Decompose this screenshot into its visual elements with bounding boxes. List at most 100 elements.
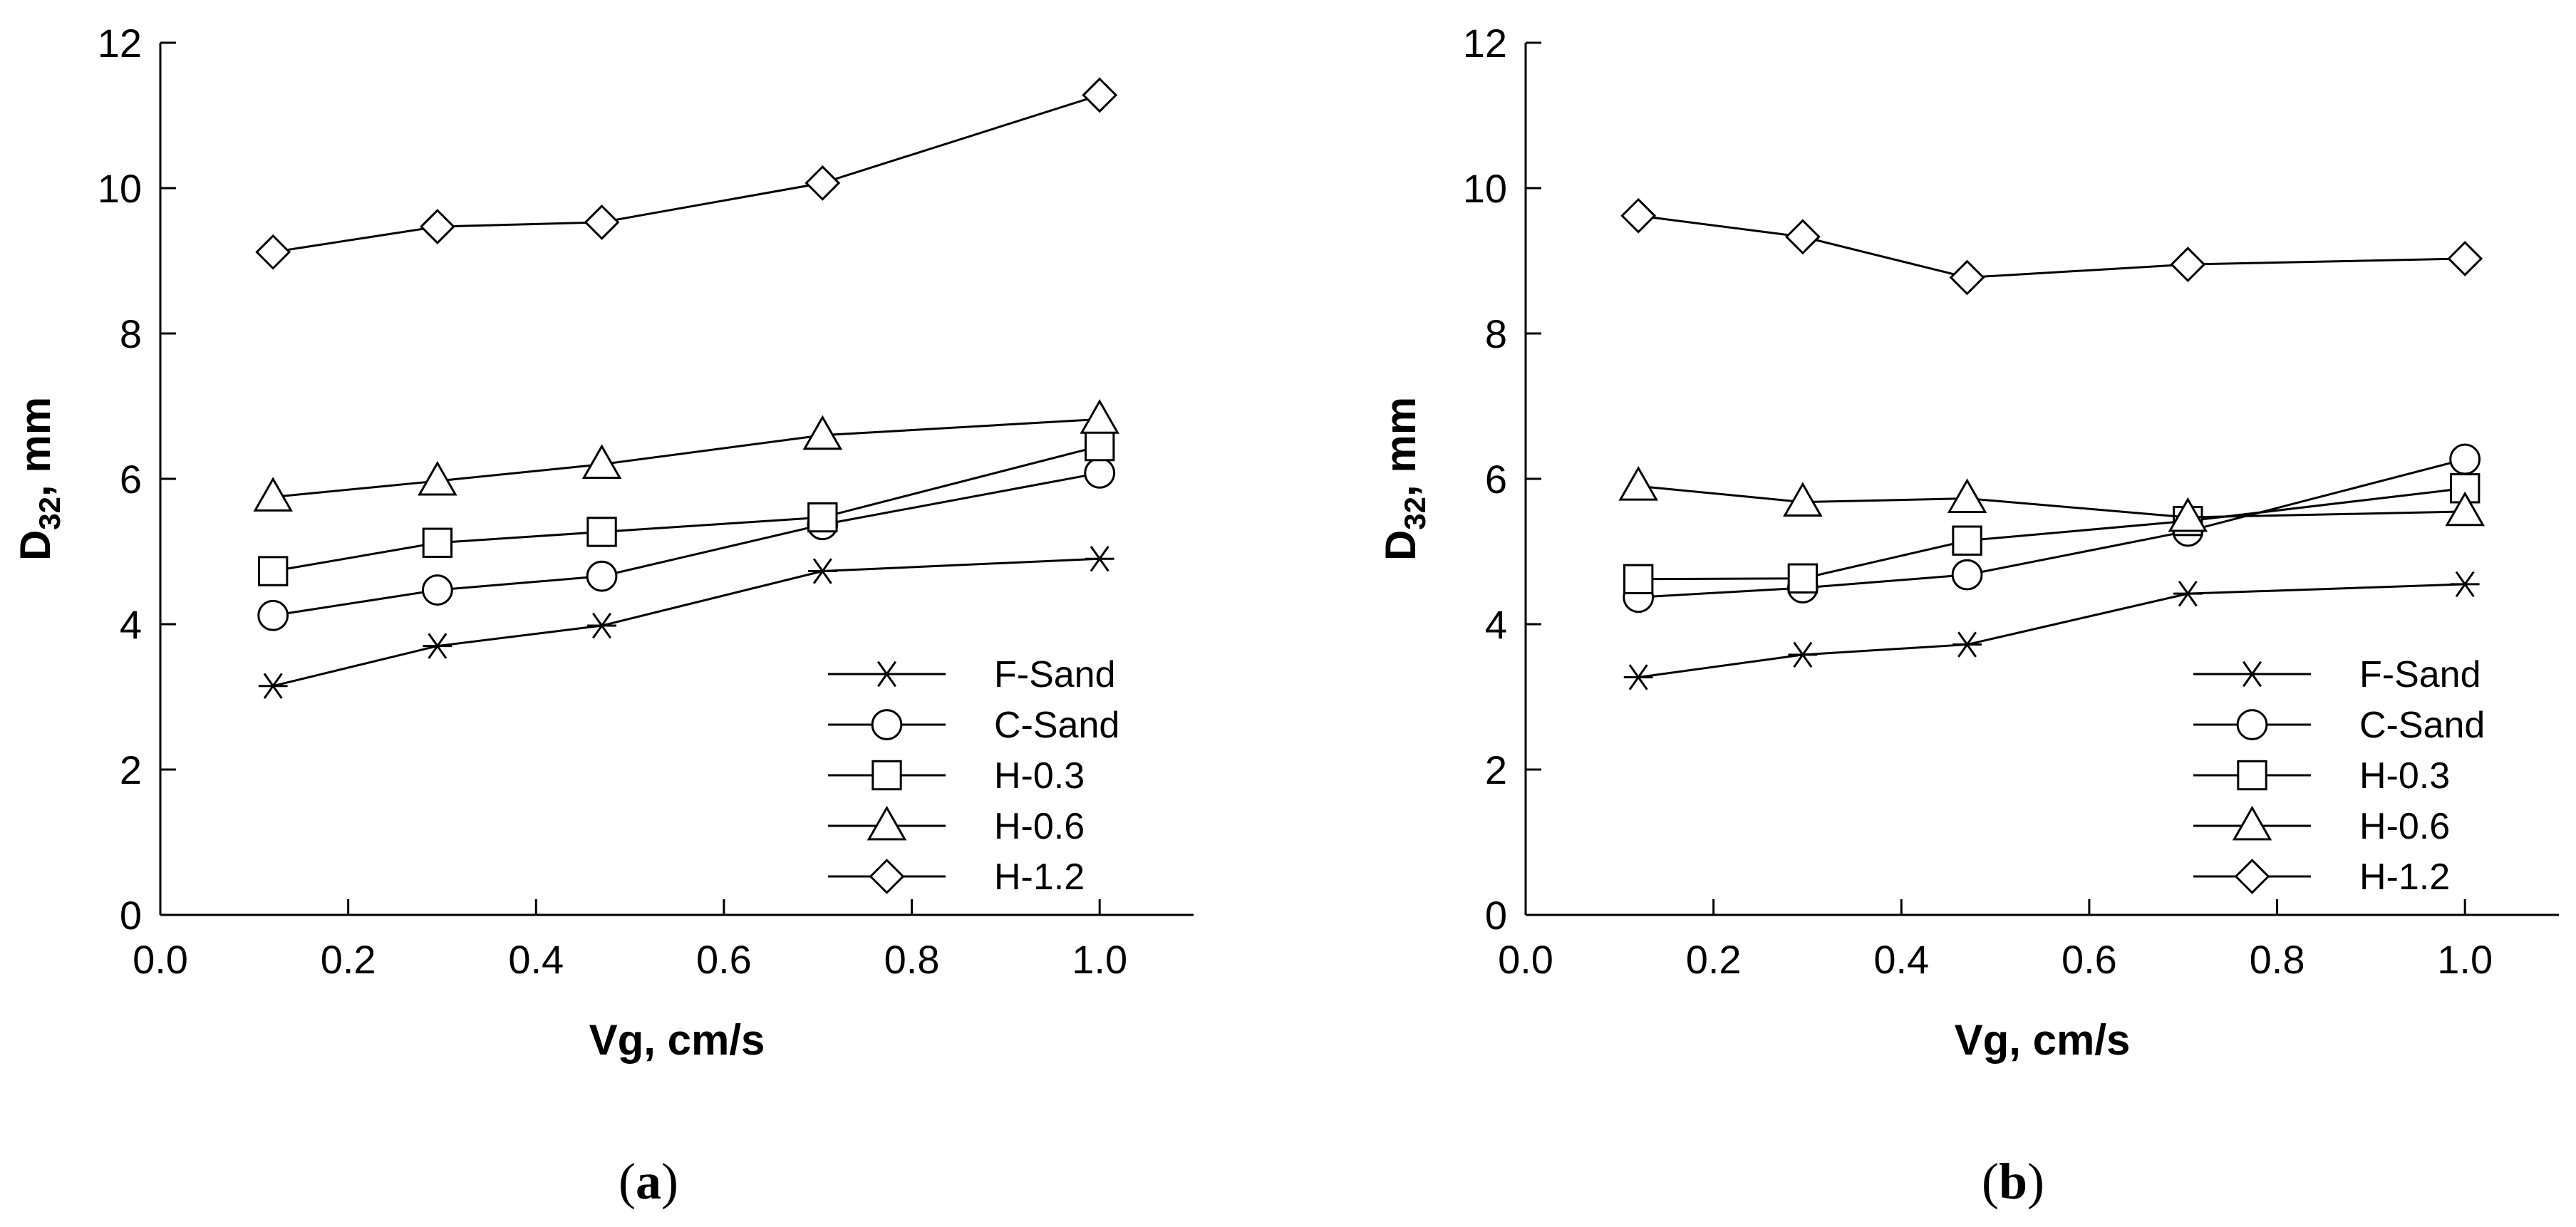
- legend-label: H-1.2: [994, 856, 1085, 898]
- data-point: [584, 204, 620, 240]
- data-point: [1947, 478, 1987, 513]
- legend-label: F-Sand: [2359, 654, 2481, 695]
- series-line: [1638, 458, 2466, 599]
- data-point: [805, 165, 841, 201]
- legend-marker: [872, 661, 901, 688]
- y-tick-label: 2: [120, 747, 142, 792]
- data-point: [1951, 559, 1983, 591]
- series-line: [272, 445, 1100, 573]
- data-point: [253, 477, 293, 512]
- data-point: [586, 517, 617, 547]
- series-h-0-3: [258, 430, 1115, 586]
- y-tick-label: 6: [120, 457, 142, 502]
- y-axis-title: D32, mm: [1377, 397, 1432, 561]
- data-point: [258, 556, 289, 586]
- x-tick-label: 0.2: [1686, 937, 1742, 982]
- data-point: [1952, 631, 1982, 658]
- data-point: [258, 673, 288, 699]
- y-tick-label: 10: [98, 166, 142, 211]
- legend-marker: [871, 760, 902, 791]
- data-point: [581, 444, 622, 479]
- data-point: [2173, 580, 2203, 607]
- legend-label: F-Sand: [994, 654, 1116, 695]
- series-line: [272, 94, 1100, 254]
- panel-caption: (b): [1982, 1153, 2044, 1210]
- legend-label: C-Sand: [2359, 705, 2485, 746]
- data-point: [2447, 241, 2483, 276]
- series-line: [1638, 214, 2466, 279]
- data-point: [1084, 457, 1116, 489]
- data-point: [2445, 491, 2485, 527]
- data-point: [419, 209, 455, 244]
- legend-label: C-Sand: [994, 705, 1119, 746]
- data-point: [421, 574, 453, 606]
- data-point: [257, 599, 289, 631]
- chart-panel-a: 0 2 4 6 8 10 12 0.0 0.2 0.4 0.6 0.8 1.0 Vg, cm/s D32, …: [11, 21, 1194, 1210]
- series-c-sand: [1623, 443, 2481, 614]
- data-point: [1620, 197, 1657, 234]
- chart-panel-b: 0 2 4 6 8 10 12 0.0 0.2 0.4 0.6 0.8 1.0 Vg, cm/s D32, …: [1377, 21, 2559, 1210]
- data-point: [2449, 443, 2481, 475]
- data-point: [807, 558, 837, 584]
- series-line: [272, 472, 1100, 617]
- series-h-0-6: [1618, 465, 2485, 532]
- data-point: [2170, 247, 2206, 283]
- y-tick-label: 4: [120, 602, 142, 647]
- legend-label: H-0.3: [994, 755, 1085, 797]
- data-point: [2168, 497, 2208, 532]
- legend-label: H-0.6: [994, 806, 1085, 847]
- legend: F-Sand C-Sand H-0.3 H-0.6 H-1.2: [2193, 654, 2485, 898]
- x-tick-label: 0.2: [321, 937, 376, 982]
- y-tick-label: 0: [120, 893, 142, 938]
- data-point: [1783, 482, 1823, 517]
- series-h-1-2: [1620, 197, 2483, 296]
- legend-marker: [869, 859, 905, 894]
- legend: F-Sand C-Sand H-0.3 H-0.6 H-1.2: [828, 654, 1119, 898]
- data-point: [587, 612, 616, 639]
- series-f-sand: [258, 545, 1114, 699]
- legend-marker: [871, 709, 903, 740]
- data-point: [418, 460, 457, 496]
- x-tick-label: 1.0: [2437, 937, 2493, 982]
- data-point: [1787, 563, 1819, 594]
- x-tick-label: 0.4: [1873, 937, 1929, 982]
- legend-marker: [867, 805, 907, 841]
- data-point: [1085, 545, 1114, 572]
- panel-caption: (a): [619, 1153, 678, 1210]
- data-point: [802, 415, 843, 450]
- data-point: [807, 502, 838, 533]
- legend-label: H-0.3: [2359, 755, 2450, 797]
- series-line: [273, 418, 1100, 498]
- x-tick-label: 0.4: [508, 937, 564, 982]
- data-point: [586, 560, 618, 592]
- x-tick-label: 0.6: [2062, 937, 2117, 982]
- series-line: [272, 557, 1100, 688]
- y-tick-label: 8: [120, 311, 142, 356]
- legend-marker: [2234, 859, 2270, 894]
- legend-label: H-1.2: [2359, 856, 2450, 898]
- y-tick-label: 10: [1463, 166, 1507, 211]
- legend-marker: [2232, 805, 2272, 841]
- data-point: [423, 633, 452, 659]
- x-tick-label: 0.0: [1498, 937, 1553, 982]
- y-tick-label: 2: [1485, 747, 1507, 792]
- data-point: [255, 234, 291, 270]
- x-axis-title: Vg, cm/s: [589, 1016, 765, 1064]
- series-line: [1638, 583, 2466, 678]
- data-point: [1085, 430, 1115, 462]
- data-point: [1082, 77, 1118, 113]
- x-tick-label: 0.8: [884, 937, 940, 982]
- data-point: [1952, 525, 1982, 556]
- data-point: [1949, 259, 1985, 296]
- y-tick-label: 4: [1485, 602, 1507, 647]
- series-f-sand: [1623, 571, 2480, 690]
- x-tick-label: 0.6: [696, 937, 752, 982]
- series-h-0-6: [253, 399, 1119, 512]
- legend-marker: [2236, 709, 2268, 740]
- legend-label: H-0.6: [2359, 806, 2450, 847]
- data-point: [1618, 465, 1658, 501]
- y-axis-title: D32, mm: [11, 397, 66, 561]
- y-tick-label: 6: [1485, 457, 1507, 502]
- y-tick-label: 12: [1463, 21, 1507, 66]
